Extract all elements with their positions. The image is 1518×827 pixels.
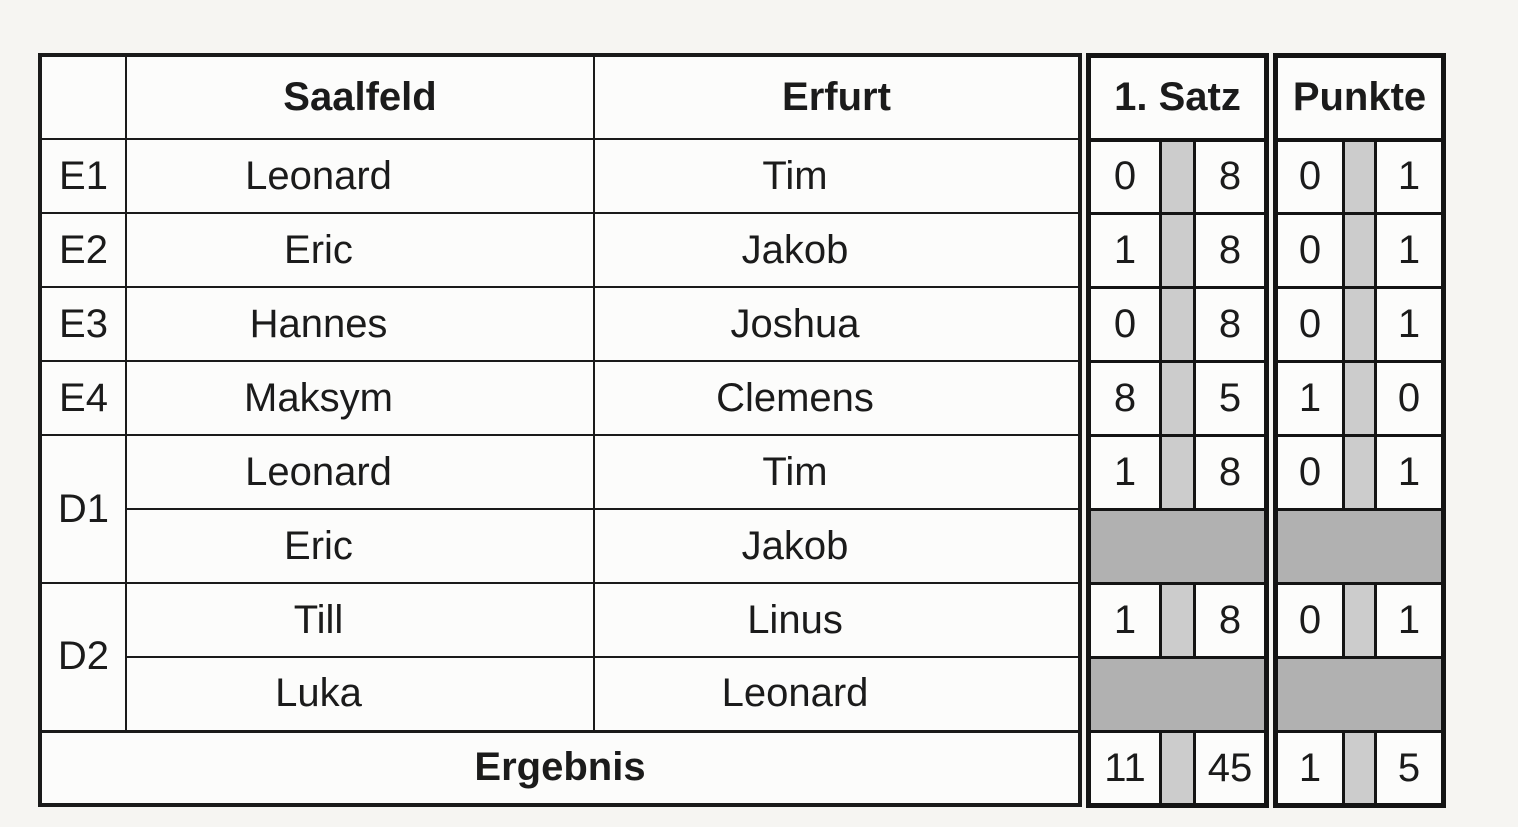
home-player: Eric (125, 212, 595, 288)
score-separator-stripe (1342, 212, 1377, 289)
match-number: D2 (39, 582, 127, 732)
total-set-score-away: 45 (1193, 730, 1268, 807)
total-set-score-home: 11 (1087, 730, 1162, 807)
home-player: Leonard (125, 434, 595, 510)
score-separator-stripe (1342, 434, 1377, 511)
match-row-e2: E2 Eric Jakob (39, 212, 1081, 288)
score-separator-stripe (1342, 360, 1377, 437)
result-row: Ergebnis (39, 729, 1081, 806)
away-player: Leonard (593, 656, 1081, 732)
points-away: 1 (1374, 286, 1445, 363)
points-home: 0 (1274, 212, 1345, 289)
match-number: E1 (39, 138, 127, 214)
set-score-away: 5 (1193, 360, 1268, 437)
away-player: Linus (593, 582, 1081, 658)
home-player: Leonard (125, 138, 595, 214)
score-separator-stripe (1159, 434, 1196, 511)
gray-band-cell (1275, 656, 1444, 733)
points-home: 0 (1274, 434, 1345, 511)
match-row-d2-second: Luka Leonard (40, 656, 1081, 732)
score-separator-stripe (1159, 286, 1196, 363)
set-score-away: 8 (1193, 138, 1268, 215)
home-player: Luka (125, 656, 595, 732)
match-row-e3: E3 Hannes Joshua (39, 286, 1081, 362)
match-row-d2-first: D2 Till Linus (39, 582, 1081, 732)
match-number: D1 (39, 434, 127, 584)
points-home: 0 (1274, 286, 1345, 363)
home-player: Till (125, 582, 595, 658)
away-player: Tim (593, 138, 1081, 214)
match-row-e1: E1 Leonard Tim (39, 138, 1081, 214)
total-points-home: 1 (1274, 730, 1345, 807)
set-score-away: 8 (1193, 212, 1268, 289)
points-home: 0 (1274, 138, 1345, 215)
sheet-layout: Saalfeld Erfurt E1 Leonard Tim E2 Eric J… (38, 53, 1446, 808)
away-player: Clemens (593, 360, 1081, 436)
match-number-header-cell (39, 54, 127, 140)
punkte-header-row: Punkte (1274, 54, 1445, 142)
score-separator-stripe (1159, 582, 1196, 659)
match-row-d1-second: Eric Jakob (40, 508, 1081, 584)
set-score-away: 8 (1193, 582, 1268, 659)
satz-header-row: 1. Satz (1087, 54, 1268, 142)
result-label: Ergebnis (39, 729, 1081, 806)
away-player: Jakob (593, 508, 1081, 584)
satz-table: 1. Satz 0 8 1 8 0 8 8 5 (1086, 53, 1269, 808)
set-score-away: 8 (1193, 434, 1268, 511)
set-score-home: 1 (1087, 582, 1162, 659)
set-score-home: 1 (1087, 434, 1162, 511)
players-table: Saalfeld Erfurt E1 Leonard Tim E2 Eric J… (38, 53, 1082, 807)
match-row-e4: E4 Maksym Clemens (39, 360, 1081, 436)
points-away: 0 (1374, 360, 1445, 437)
match-number: E2 (39, 212, 127, 288)
set-score-home: 8 (1087, 360, 1162, 437)
punkte-table: Punkte 0 1 0 1 0 1 1 0 (1273, 53, 1446, 808)
points-away: 1 (1374, 212, 1445, 289)
score-separator-stripe (1342, 730, 1377, 807)
home-player: Eric (125, 508, 595, 584)
score-separator-stripe (1159, 730, 1196, 807)
set-score-home: 0 (1087, 286, 1162, 363)
total-points-away: 5 (1374, 730, 1445, 807)
points-away: 1 (1374, 582, 1445, 659)
score-separator-stripe (1342, 138, 1377, 215)
away-player: Tim (593, 434, 1081, 510)
set-score-home: 1 (1087, 212, 1162, 289)
gray-band-cell (1088, 508, 1267, 585)
points-home: 1 (1274, 360, 1345, 437)
points-away: 1 (1374, 138, 1445, 215)
match-row-d1-first: D1 Leonard Tim (39, 434, 1081, 584)
home-player: Hannes (125, 286, 595, 362)
score-separator-stripe (1342, 582, 1377, 659)
header-row: Saalfeld Erfurt (39, 54, 1081, 140)
match-number: E4 (39, 360, 127, 436)
punkte-header: Punkte (1274, 54, 1445, 142)
away-player: Jakob (593, 212, 1081, 288)
away-player: Joshua (593, 286, 1081, 362)
set-score-home: 0 (1087, 138, 1162, 215)
score-separator-stripe (1159, 138, 1196, 215)
set-score-away: 8 (1193, 286, 1268, 363)
points-away: 1 (1374, 434, 1445, 511)
gray-band-cell (1275, 508, 1444, 585)
away-team-header: Erfurt (593, 54, 1081, 140)
score-separator-stripe (1342, 286, 1377, 363)
score-separator-stripe (1159, 360, 1196, 437)
points-home: 0 (1274, 582, 1345, 659)
gray-band-cell (1088, 656, 1267, 733)
home-player: Maksym (125, 360, 595, 436)
home-team-header: Saalfeld (125, 54, 595, 140)
score-separator-stripe (1159, 212, 1196, 289)
satz-header: 1. Satz (1087, 54, 1268, 142)
match-number: E3 (39, 286, 127, 362)
